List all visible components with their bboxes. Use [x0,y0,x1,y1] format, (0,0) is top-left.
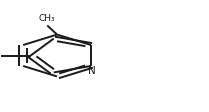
Text: CH₃: CH₃ [39,14,56,23]
Text: N: N [88,65,96,75]
